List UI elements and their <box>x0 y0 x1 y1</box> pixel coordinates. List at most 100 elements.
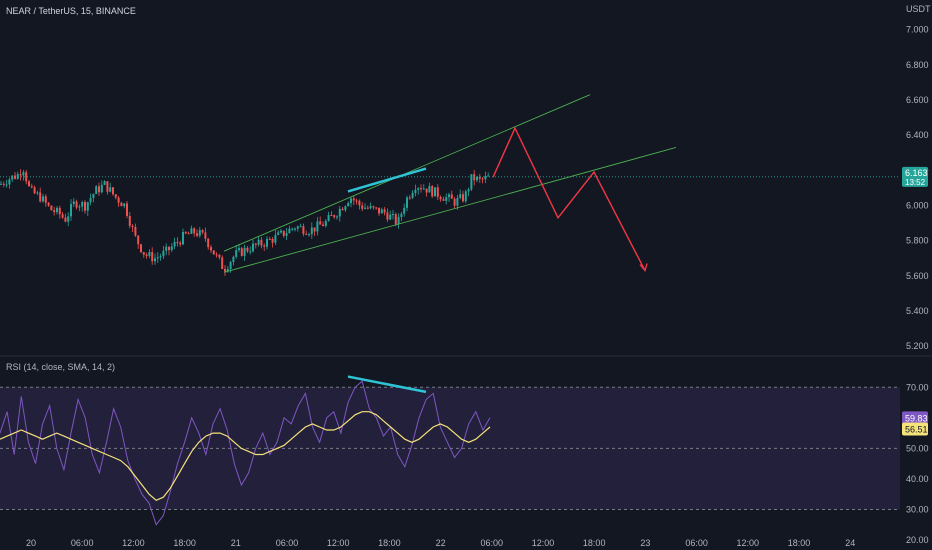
candle-body <box>434 187 436 197</box>
candle-body <box>28 181 30 187</box>
candle-body <box>352 198 355 201</box>
candle-body <box>411 192 414 198</box>
candle-body <box>299 226 302 228</box>
last-price-value: 6.163 <box>905 168 928 178</box>
last-price-badge <box>902 166 928 187</box>
candle-body <box>25 172 28 182</box>
channel-lower-line <box>223 147 677 273</box>
symbol-title: NEAR / TetherUS, 15, BINANCE <box>6 6 136 16</box>
candle-body <box>50 205 53 211</box>
candle-body <box>341 208 344 211</box>
candle-body <box>235 250 238 257</box>
rsi-tick-label: 30.00 <box>906 504 929 514</box>
rsi-title: RSI (14, close, SMA, 14, 2) <box>6 362 116 372</box>
candle-body <box>389 214 392 220</box>
candle-body <box>5 184 8 186</box>
candle-body <box>120 202 123 207</box>
candle-body <box>39 192 42 202</box>
candle-body <box>19 174 22 176</box>
rsi-sma-line <box>0 411 491 502</box>
price-tick-label: 6.600 <box>906 95 929 105</box>
candle-body <box>361 205 364 209</box>
candle-body <box>473 174 476 181</box>
rsi-value-badge <box>902 411 928 425</box>
candle-body <box>487 175 490 177</box>
candle-body <box>173 241 176 247</box>
candle-body <box>145 254 148 256</box>
candle-body <box>218 254 221 258</box>
drawing-overlays[interactable] <box>0 94 900 526</box>
candle-body <box>338 208 341 217</box>
candle-body <box>100 184 103 193</box>
candle-body <box>2 183 5 185</box>
candle-body <box>106 181 109 192</box>
candle-body <box>453 198 456 206</box>
price-axis-unit: USDT <box>906 4 931 14</box>
candle-body <box>420 188 422 190</box>
time-tick-label: 06:00 <box>71 538 94 548</box>
candle-body <box>193 228 196 234</box>
candle-body <box>450 194 453 199</box>
candle-body <box>109 187 112 192</box>
candle-body <box>296 226 299 229</box>
candle-body <box>81 201 84 207</box>
rsi-sma-value: 56.51 <box>905 424 928 434</box>
candle-body <box>313 227 316 232</box>
candle-body <box>285 233 288 236</box>
price-tick-label: 5.200 <box>906 341 929 351</box>
candle-body <box>22 172 25 176</box>
candle-body <box>42 196 44 202</box>
candle-body <box>350 198 352 203</box>
candle-body <box>422 188 425 190</box>
candle-body <box>89 198 92 203</box>
candle-body <box>364 207 366 209</box>
candle-body <box>103 181 106 185</box>
candle-body <box>179 242 182 245</box>
price-tick-label: 6.000 <box>906 200 929 210</box>
candle-body <box>64 217 67 222</box>
candle-body <box>408 197 411 199</box>
price-tick-label: 6.800 <box>906 60 929 70</box>
candle-body <box>151 252 154 262</box>
candle-body <box>302 226 305 234</box>
candle-body <box>229 262 232 269</box>
candle-body <box>67 216 70 222</box>
candle-body <box>140 244 142 253</box>
candle-body <box>70 204 72 217</box>
candle-body <box>33 187 36 194</box>
candle-body <box>400 213 403 217</box>
candle-body <box>224 268 226 272</box>
candle-body <box>198 230 201 236</box>
candle-body <box>484 176 487 180</box>
candle-body <box>294 228 296 230</box>
candle-body <box>53 210 56 213</box>
time-tick-label: 06:00 <box>685 538 708 548</box>
candle-body <box>425 188 428 193</box>
time-tick-label: 18:00 <box>173 538 196 548</box>
rsi-tick-label: 50.00 <box>906 443 929 453</box>
candle-body <box>266 238 268 247</box>
candle-body <box>324 220 327 227</box>
candle-body <box>462 194 464 202</box>
candle-body <box>238 248 240 251</box>
candle-body <box>333 215 336 218</box>
candle-body <box>95 186 98 194</box>
candle-body <box>156 257 159 259</box>
candle-body <box>176 241 179 243</box>
price-tick-label: 7.000 <box>906 25 929 35</box>
price-tick-label: 6.400 <box>906 130 929 140</box>
candle-body <box>221 257 224 269</box>
time-tick-label: 18:00 <box>583 538 606 548</box>
candle-body <box>478 176 481 179</box>
candle-body <box>75 201 78 208</box>
candle-body <box>347 202 350 207</box>
candle-body <box>168 246 170 251</box>
candle-body <box>72 201 75 205</box>
candle-body <box>114 194 117 198</box>
rsi-divergence-line <box>347 375 427 394</box>
candle-body <box>170 246 173 251</box>
rsi-line <box>0 380 491 526</box>
candle-body <box>358 200 361 206</box>
candles[interactable] <box>0 169 490 276</box>
